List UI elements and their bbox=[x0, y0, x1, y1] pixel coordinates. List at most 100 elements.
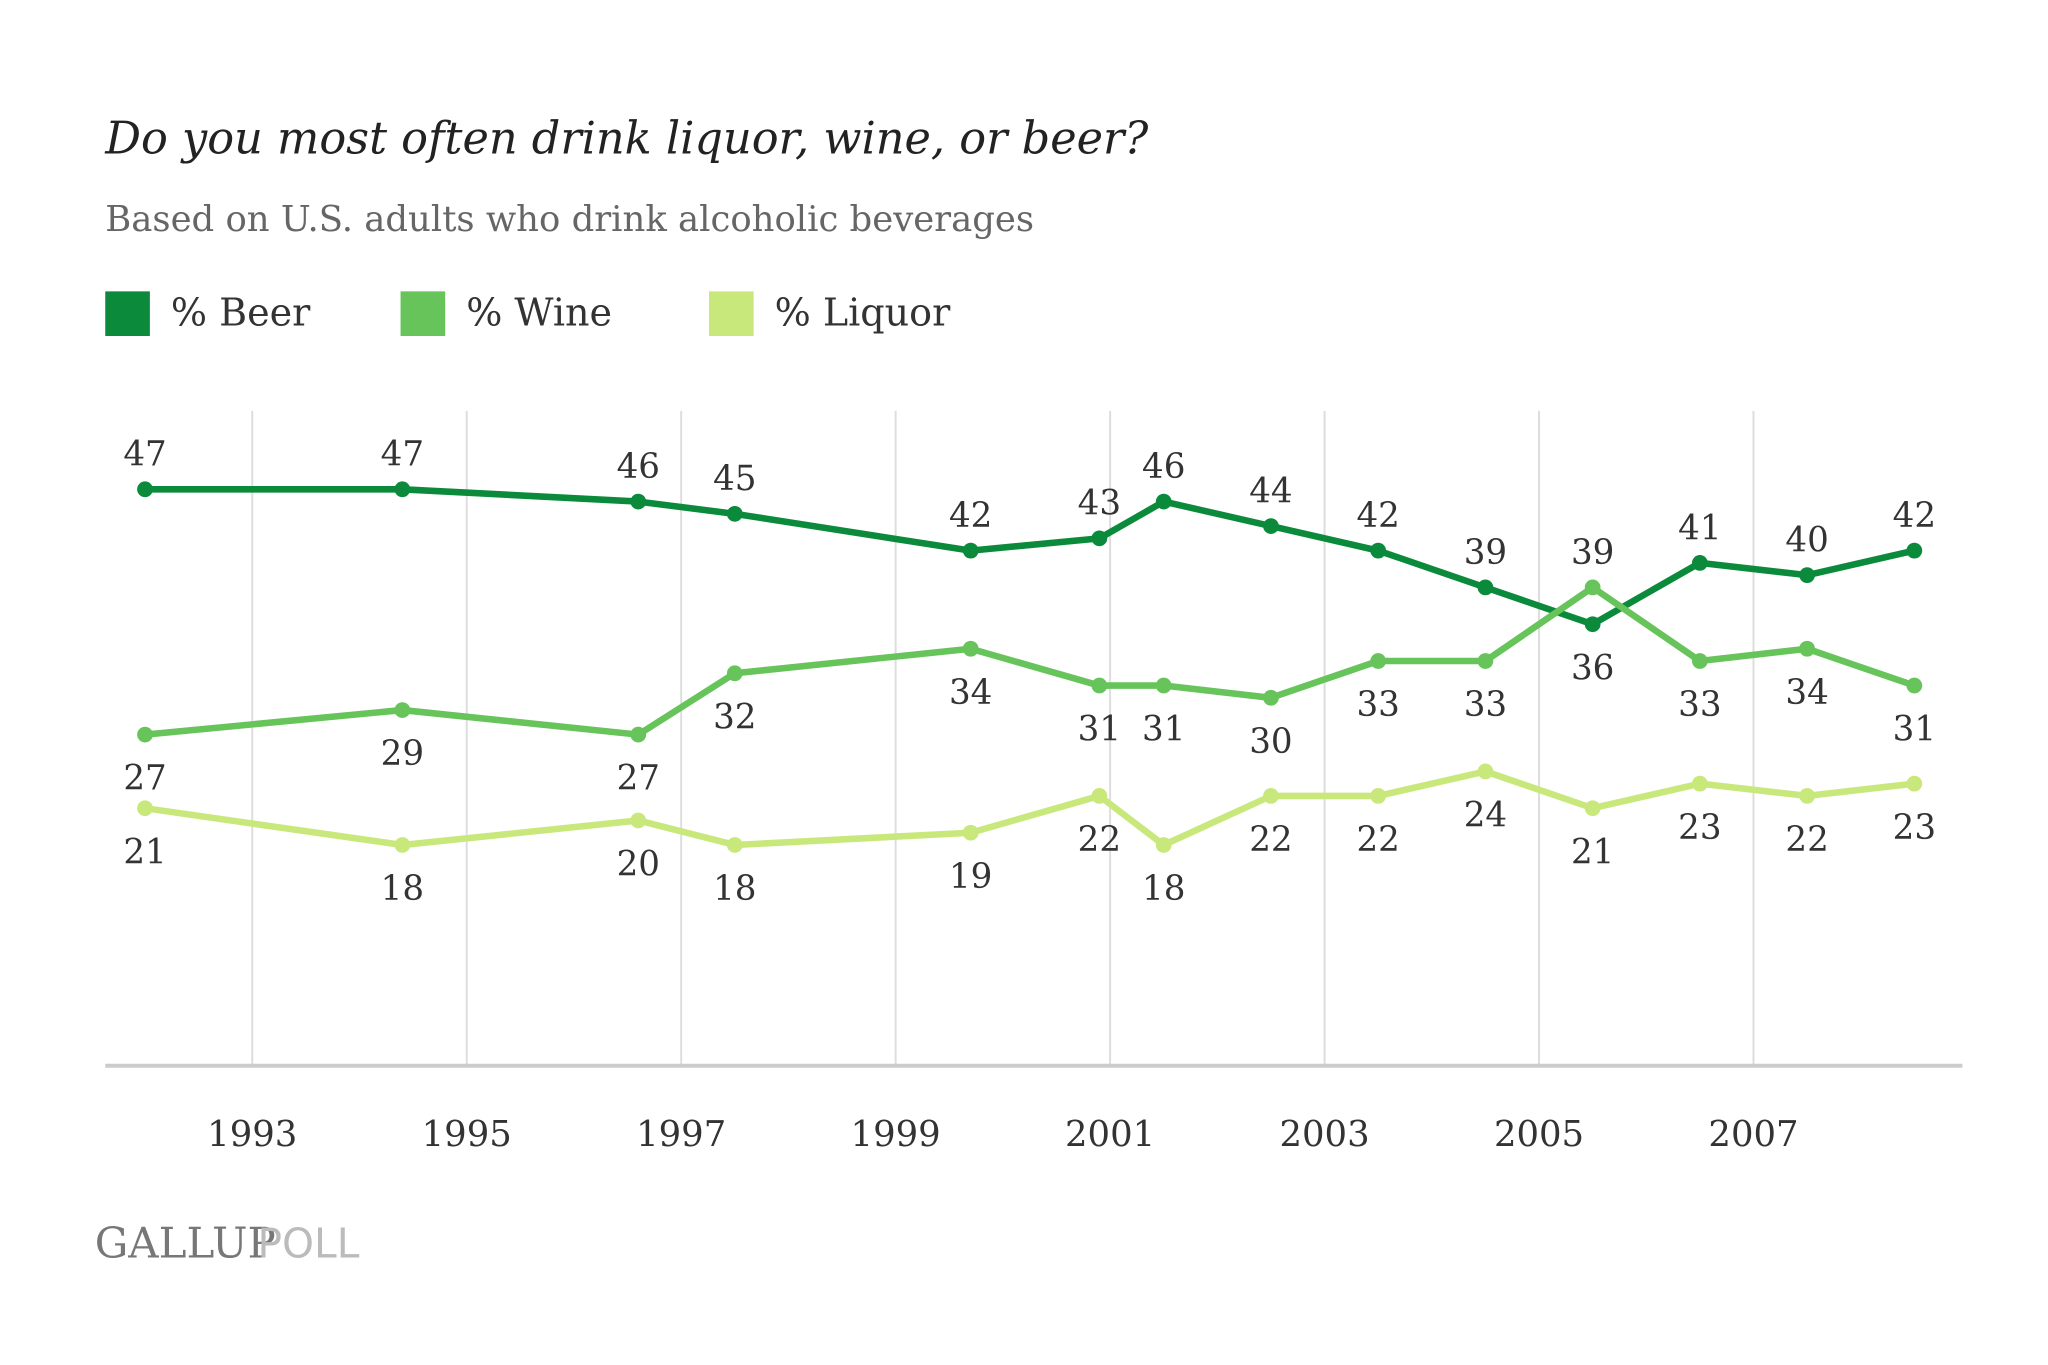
data-point bbox=[726, 837, 743, 853]
data-label: 27 bbox=[617, 759, 660, 799]
data-point bbox=[1370, 542, 1387, 559]
x-tick-label: 2007 bbox=[1708, 1114, 1798, 1155]
x-tick-label: 2003 bbox=[1279, 1114, 1369, 1155]
data-point bbox=[1584, 616, 1601, 633]
data-point bbox=[1906, 775, 1923, 792]
data-label: 18 bbox=[713, 869, 756, 909]
data-label: 19 bbox=[949, 857, 992, 897]
data-point bbox=[1691, 653, 1708, 669]
data-point bbox=[726, 505, 743, 522]
data-point bbox=[1799, 788, 1815, 804]
data-label: 31 bbox=[1893, 710, 1936, 750]
data-label: 22 bbox=[1785, 820, 1828, 860]
data-point bbox=[1477, 653, 1494, 669]
legend-label: % Liquor bbox=[775, 291, 951, 335]
x-tick-label: 1993 bbox=[207, 1114, 297, 1155]
data-label: 18 bbox=[1142, 869, 1185, 909]
data-label: 29 bbox=[381, 734, 424, 774]
logo-gallup: GALLUP bbox=[95, 1218, 276, 1267]
data-label: 42 bbox=[949, 496, 992, 536]
data-point bbox=[1263, 689, 1279, 706]
data-label: 23 bbox=[1678, 808, 1721, 848]
data-point bbox=[962, 542, 979, 559]
data-point bbox=[1691, 555, 1708, 571]
legend-label: % Wine bbox=[466, 291, 612, 335]
data-point bbox=[962, 640, 979, 657]
data-label: 31 bbox=[1078, 710, 1121, 750]
data-point bbox=[1477, 579, 1494, 596]
data-label: 31 bbox=[1142, 710, 1185, 750]
data-point bbox=[1370, 653, 1387, 669]
data-point bbox=[1155, 677, 1172, 694]
data-label: 47 bbox=[381, 435, 424, 475]
legend-swatch bbox=[105, 291, 150, 336]
data-label: 34 bbox=[949, 673, 992, 713]
data-label: 32 bbox=[713, 697, 756, 737]
data-label: 22 bbox=[1249, 820, 1292, 860]
data-point bbox=[1799, 567, 1815, 584]
data-point bbox=[1155, 837, 1172, 853]
data-point bbox=[137, 481, 153, 498]
data-point bbox=[1799, 640, 1815, 657]
data-label: 22 bbox=[1356, 820, 1399, 860]
data-point bbox=[1691, 775, 1708, 792]
data-point bbox=[630, 812, 647, 829]
logo-poll: POLL bbox=[258, 1219, 360, 1267]
data-point bbox=[394, 837, 411, 853]
data-label: 36 bbox=[1571, 648, 1614, 688]
data-label: 42 bbox=[1356, 496, 1399, 536]
data-point bbox=[1370, 788, 1387, 804]
gallup-logo: GALLUP POLL bbox=[95, 1218, 360, 1267]
data-label: 23 bbox=[1893, 808, 1936, 848]
data-label: 44 bbox=[1249, 471, 1292, 511]
data-label: 30 bbox=[1249, 722, 1292, 762]
data-label: 42 bbox=[1893, 496, 1936, 536]
series-line bbox=[144, 584, 1916, 738]
data-label: 33 bbox=[1678, 685, 1721, 725]
data-label: 24 bbox=[1464, 796, 1507, 836]
data-label: 47 bbox=[123, 435, 166, 475]
data-label: 41 bbox=[1678, 508, 1721, 548]
data-point bbox=[1477, 763, 1494, 780]
data-label: 46 bbox=[617, 447, 660, 487]
data-point bbox=[1584, 800, 1601, 817]
data-point bbox=[1091, 677, 1108, 694]
data-point bbox=[962, 824, 979, 841]
x-tick-label: 2005 bbox=[1494, 1114, 1584, 1155]
x-tick-label: 1995 bbox=[422, 1114, 512, 1155]
data-labels: 47 47 46 45 42 43 46 44 42 39 36 41 40 42 27 29 27 32 34 31… bbox=[123, 435, 1936, 909]
data-label: 34 bbox=[1785, 673, 1828, 713]
x-tick-label: 2001 bbox=[1065, 1114, 1155, 1155]
data-point bbox=[1155, 493, 1172, 510]
data-label: 21 bbox=[1571, 832, 1614, 872]
legend: % Beer % Wine % Liquor bbox=[105, 291, 951, 336]
data-label: 22 bbox=[1078, 820, 1121, 860]
data-label: 27 bbox=[123, 759, 166, 799]
x-tick-label: 1999 bbox=[851, 1114, 941, 1155]
data-point bbox=[1906, 542, 1923, 559]
data-point bbox=[394, 702, 411, 718]
data-point bbox=[630, 726, 647, 743]
data-label: 18 bbox=[381, 869, 424, 909]
data-point bbox=[1091, 788, 1108, 804]
data-point bbox=[1584, 579, 1601, 596]
data-label: 33 bbox=[1464, 685, 1507, 725]
chart-subtitle: Based on U.S. adults who drink alcoholic… bbox=[105, 199, 1034, 240]
data-label: 39 bbox=[1464, 533, 1507, 573]
chart-title: Do you most often drink liquor, wine, or… bbox=[104, 113, 1149, 165]
data-point bbox=[137, 726, 153, 743]
data-point bbox=[1091, 530, 1108, 547]
legend-label: % Beer bbox=[171, 291, 311, 335]
data-point bbox=[1263, 518, 1279, 534]
data-label: 33 bbox=[1356, 685, 1399, 725]
data-label: 21 bbox=[123, 832, 166, 872]
data-label: 43 bbox=[1078, 484, 1121, 524]
data-label: 39 bbox=[1571, 533, 1614, 573]
series-group bbox=[137, 481, 1923, 853]
data-label: 40 bbox=[1785, 521, 1828, 561]
legend-swatch bbox=[709, 291, 754, 336]
series-line bbox=[145, 486, 1916, 628]
data-point bbox=[1263, 788, 1279, 804]
data-point bbox=[394, 481, 411, 498]
